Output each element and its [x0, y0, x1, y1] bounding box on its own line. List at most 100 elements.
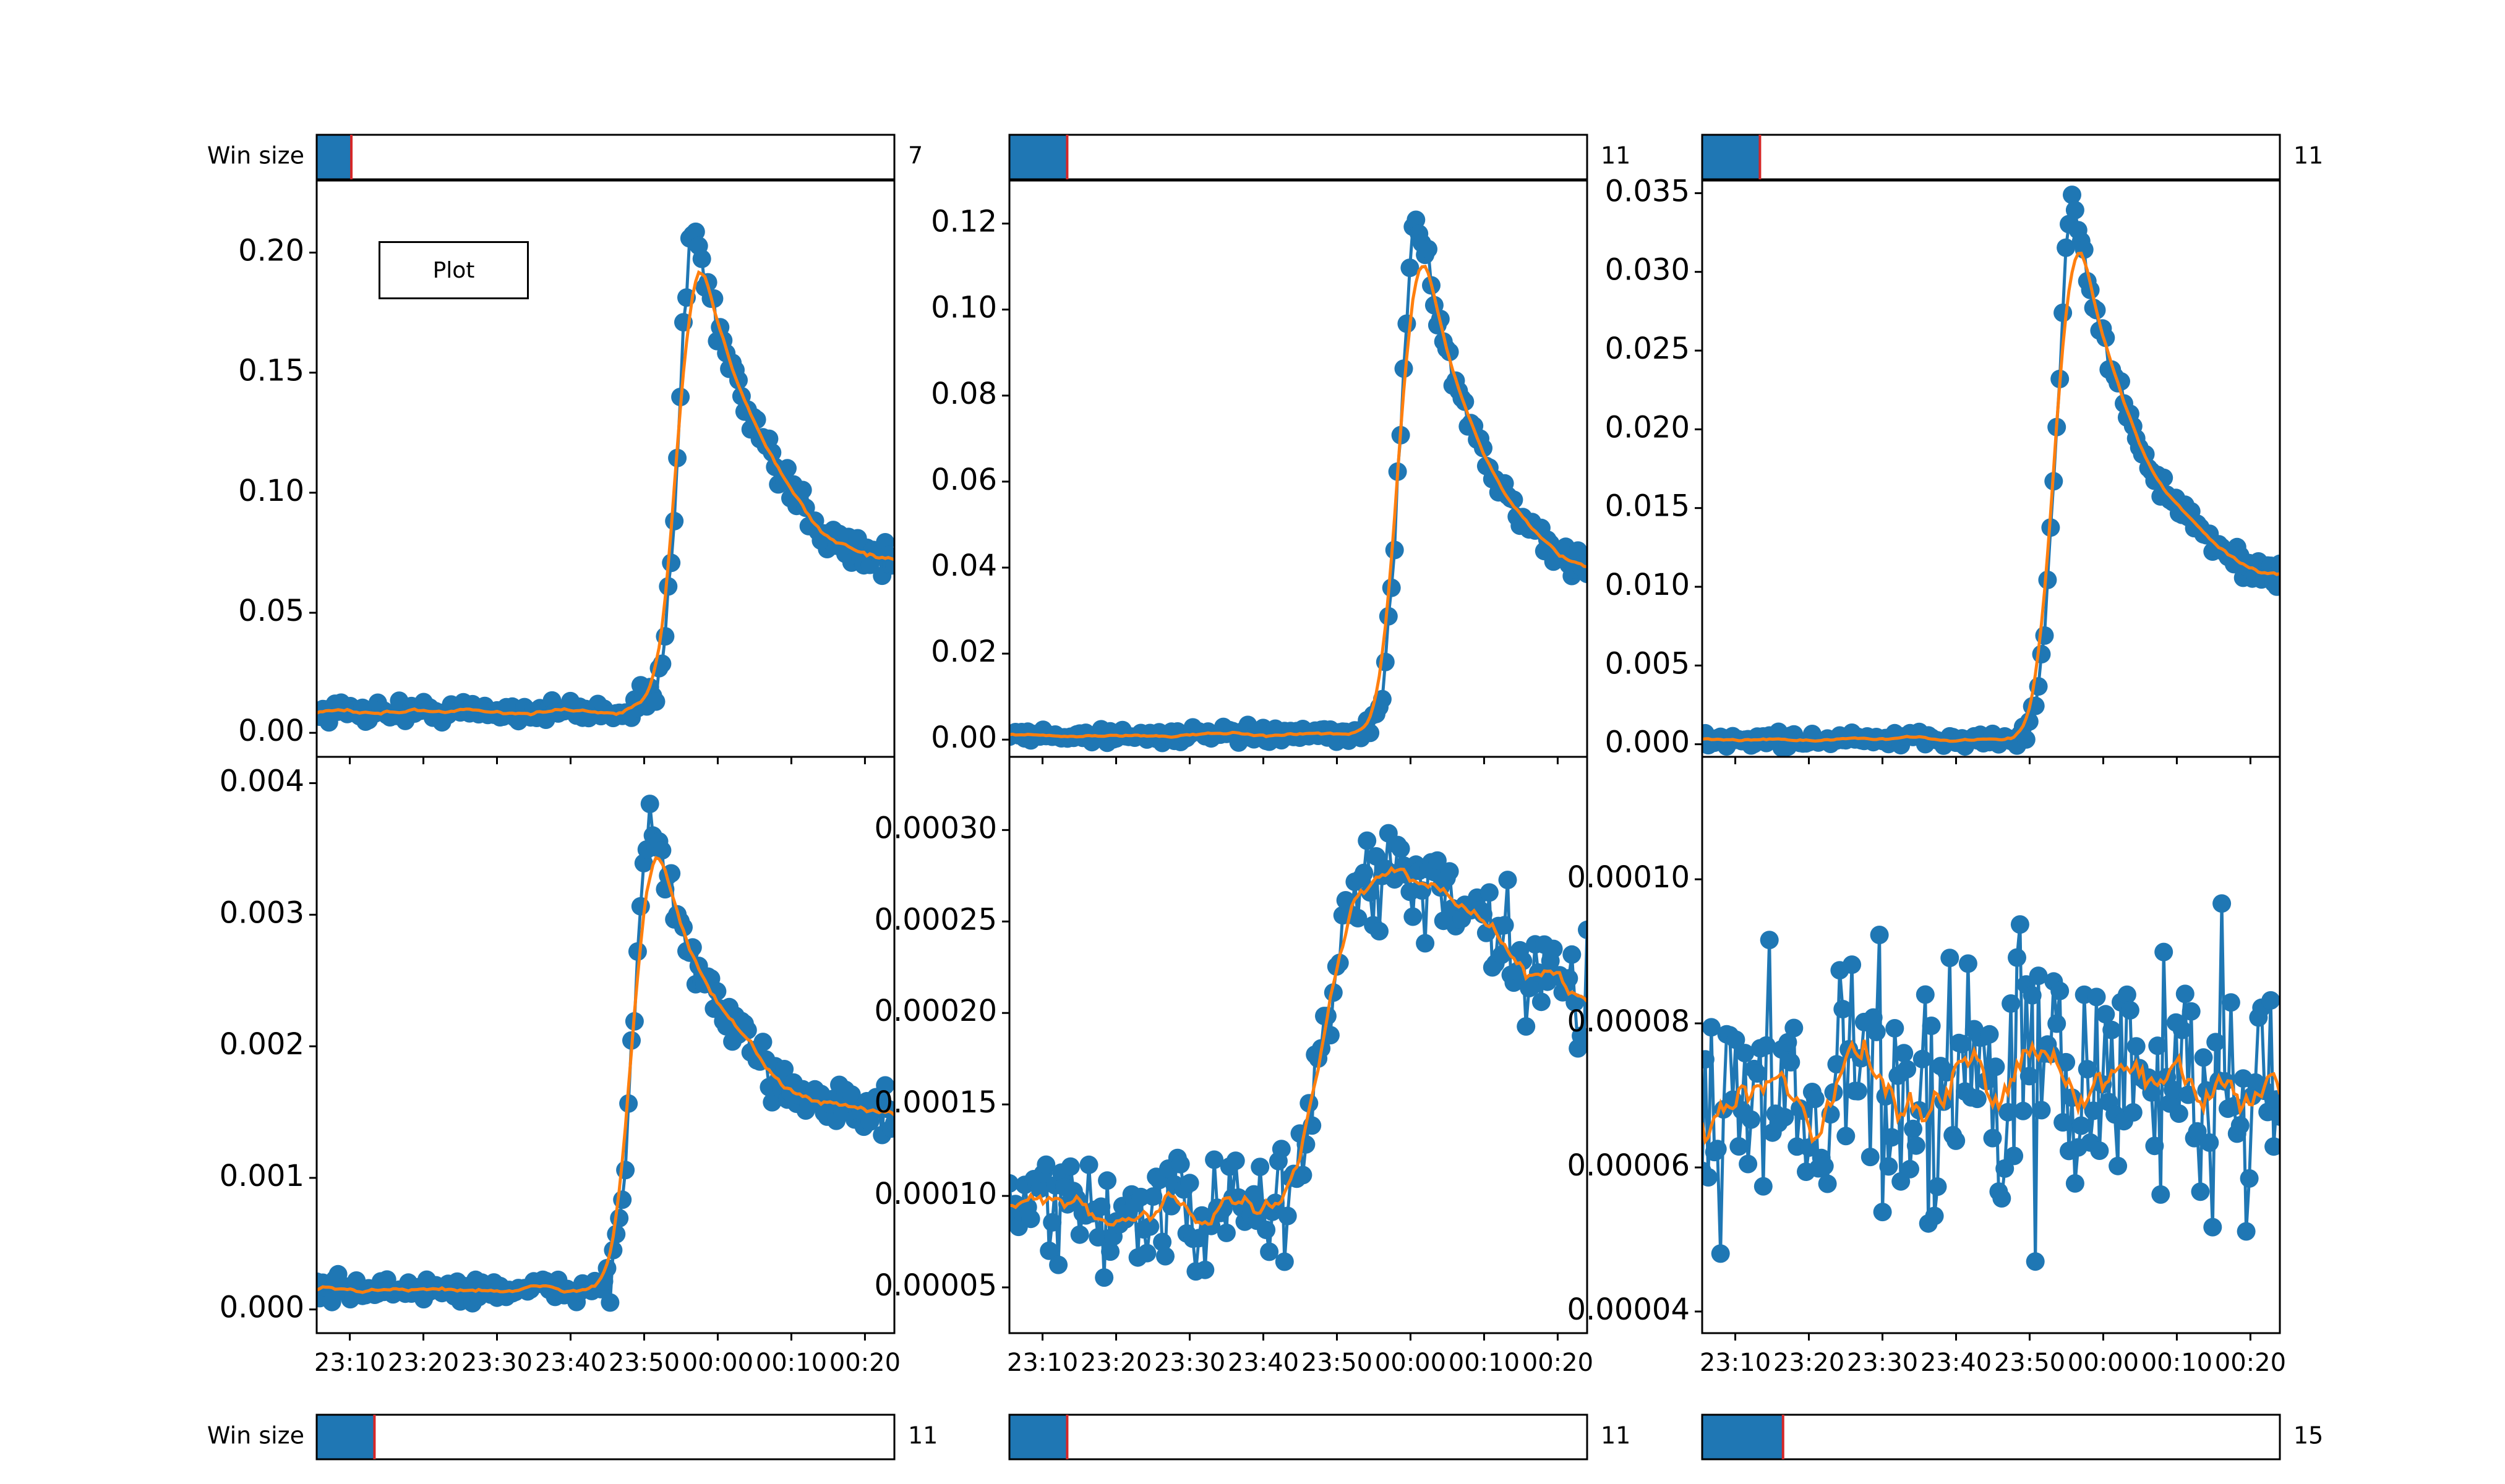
data-point — [1514, 951, 1533, 970]
win-size-slider-3[interactable] — [1701, 134, 2281, 181]
win-size-slider-1[interactable] — [315, 134, 896, 181]
data-point — [1711, 1244, 1730, 1263]
data-point — [1089, 1228, 1108, 1247]
data-point — [1565, 993, 1585, 1012]
x-tick-label: 23:20 — [1773, 1349, 1844, 1377]
smoothed-series-line — [1009, 265, 1587, 739]
data-point — [1278, 1206, 1297, 1226]
data-point — [1040, 1241, 1059, 1260]
data-point — [1296, 1135, 1316, 1154]
data-point — [1800, 1138, 1818, 1157]
data-point — [2078, 1060, 2097, 1079]
data-point — [738, 1021, 757, 1039]
data-point — [2087, 987, 2106, 1007]
data-point — [1397, 314, 1416, 333]
data-point — [1805, 1090, 1825, 1109]
data-point — [1742, 1110, 1761, 1129]
data-point — [2016, 730, 2036, 749]
win-size-slider-2[interactable] — [1008, 134, 1588, 181]
data-point — [1358, 831, 1377, 850]
data-point — [1137, 1243, 1157, 1263]
win-size-slider-4[interactable] — [315, 1414, 896, 1461]
data-point — [1504, 490, 1523, 510]
data-point — [1753, 1177, 1773, 1196]
data-point — [2164, 1080, 2182, 1099]
y-tick-label: 0.12 — [931, 205, 997, 239]
data-point — [2029, 966, 2048, 986]
y-tick-label: 0.06 — [931, 463, 997, 497]
data-point — [1778, 1033, 1797, 1052]
y-tick-label: 0.00006 — [1567, 1148, 1690, 1183]
data-point — [2010, 915, 2029, 934]
data-point — [1916, 985, 1935, 1004]
data-point — [1226, 1151, 1245, 1171]
y-tick-label: 0.00010 — [875, 1177, 998, 1211]
data-point — [686, 222, 705, 241]
data-point — [1101, 1242, 1120, 1261]
data-point — [616, 1161, 635, 1180]
slider-track[interactable] — [315, 134, 896, 181]
data-point — [1361, 723, 1380, 743]
plot-button[interactable]: Plot — [379, 241, 529, 299]
smoothed-series-line — [317, 856, 894, 1294]
data-point — [1037, 1155, 1056, 1174]
x-tick-label: 00:00 — [1375, 1349, 1446, 1377]
data-point — [1385, 540, 1404, 560]
slider-track[interactable] — [1701, 1414, 2281, 1461]
x-tick-label: 23:10 — [314, 1349, 385, 1377]
slider-track[interactable] — [315, 1414, 896, 1461]
data-point — [1827, 1055, 1846, 1074]
data-point — [2206, 1033, 2225, 1052]
y-tick-label: 0.00015 — [875, 1085, 998, 1120]
data-point — [607, 1224, 626, 1243]
data-point — [1898, 1060, 1917, 1079]
data-point — [653, 841, 672, 860]
x-tick-label: 00:10 — [1449, 1349, 1520, 1377]
slider-track[interactable] — [1008, 134, 1588, 181]
data-point — [1702, 1168, 1718, 1187]
win-size-slider-5[interactable] — [1008, 1414, 1588, 1461]
x-tick-label: 00:20 — [829, 1349, 901, 1377]
data-point — [2230, 1116, 2250, 1135]
data-point — [775, 1060, 794, 1078]
data-point — [1885, 1019, 1904, 1038]
data-point — [2050, 981, 2070, 1000]
x-tick-label: 23:30 — [461, 1349, 533, 1377]
axes-frame — [1701, 756, 2281, 1334]
data-point — [659, 577, 678, 596]
data-point — [1400, 258, 1419, 278]
subplot-6 — [1695, 756, 2281, 1341]
win-size-slider-6[interactable] — [1701, 1414, 2281, 1461]
data-point — [1372, 689, 1392, 709]
data-point — [1757, 1036, 1776, 1055]
data-point — [1030, 1179, 1050, 1198]
data-point — [1946, 1131, 1966, 1150]
y-tick-label: 0.002 — [220, 1027, 304, 1062]
data-point — [2175, 984, 2195, 1004]
axes-frame — [1008, 179, 1588, 758]
smoothed-series-line — [1702, 252, 2280, 743]
data-point — [1781, 1052, 1801, 1072]
y-tick-label: 0.005 — [1605, 646, 1690, 681]
subplot-5 — [1002, 756, 1588, 1341]
data-point — [2109, 1156, 2128, 1175]
data-point — [2148, 1036, 2167, 1055]
data-point — [2142, 1083, 2161, 1102]
data-point — [1578, 920, 1587, 939]
data-point — [1702, 1018, 1721, 1037]
slider-track[interactable] — [1008, 1414, 1588, 1461]
data-point — [1861, 1148, 1880, 1167]
slider-value: 11 — [1601, 1422, 1630, 1449]
data-point — [2191, 1182, 2210, 1201]
data-point — [1879, 1157, 1898, 1176]
data-point — [1977, 1072, 1996, 1091]
y-tick-label: 0.000 — [1605, 725, 1690, 760]
y-tick-label: 0.00030 — [875, 811, 998, 845]
x-tick-label: 00:20 — [2215, 1349, 2286, 1377]
data-point — [1873, 1203, 1892, 1222]
x-tick-label: 00:20 — [1522, 1349, 1593, 1377]
data-point — [1416, 934, 1435, 953]
smoothed-series-line — [1009, 866, 1587, 1227]
y-tick-label: 0.04 — [931, 548, 997, 583]
slider-track[interactable] — [1701, 134, 2281, 181]
